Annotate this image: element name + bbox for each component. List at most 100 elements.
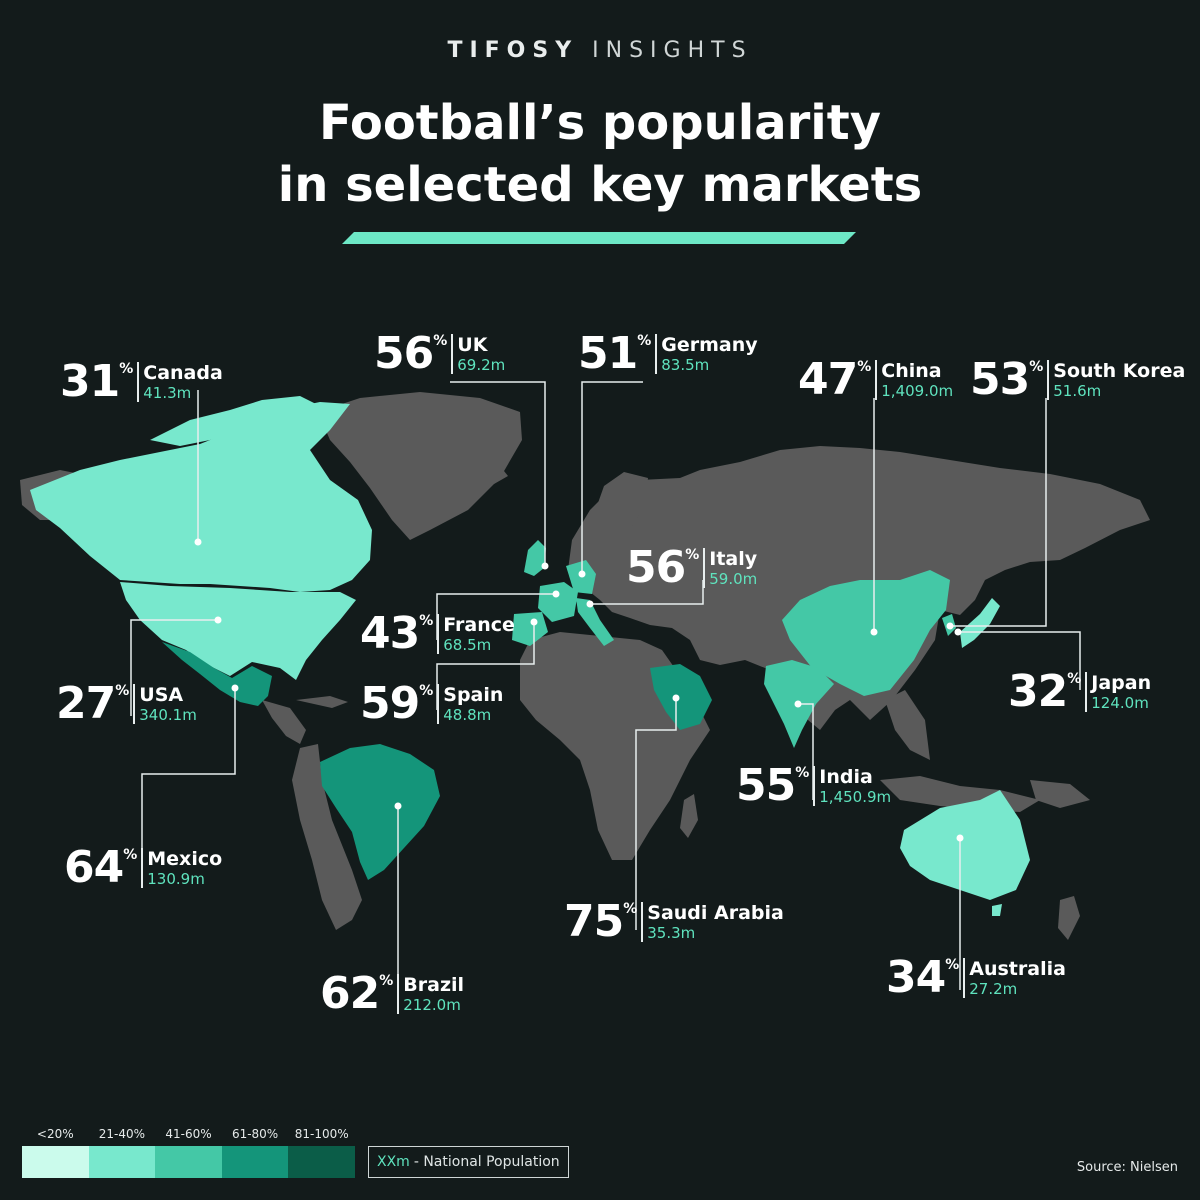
- page-title: Football’s popularity in selected key ma…: [0, 92, 1200, 216]
- source-note: Source: Nielsen: [1076, 1160, 1178, 1175]
- central-america-shape: [262, 700, 306, 744]
- new-guinea-shape: [1030, 780, 1090, 808]
- country-population: 1,450.9m: [819, 788, 892, 806]
- dot-usa: [214, 616, 222, 624]
- new-zealand-shape: [1058, 896, 1080, 940]
- leader-italy: [590, 580, 704, 605]
- uk-shape: [524, 540, 546, 576]
- country-name: Spain: [443, 684, 504, 706]
- leader-saudi-arabia: [635, 698, 677, 930]
- country-info: South Korea 51.6m: [1047, 360, 1185, 400]
- legend-color-scale: [22, 1146, 355, 1178]
- country-name: Brazil: [403, 974, 465, 996]
- country-population: 124.0m: [1091, 694, 1149, 712]
- percent-value: 51: [578, 328, 638, 379]
- legend-label-under-20: <20%: [36, 1127, 74, 1141]
- dot-japan: [954, 628, 962, 636]
- dot-france: [552, 590, 560, 598]
- leader-france: [436, 593, 556, 640]
- tasmania-shape: [992, 904, 1002, 916]
- brazil-shape: [320, 744, 440, 880]
- australia-shape: [900, 790, 1030, 900]
- country-info: Germany 83.5m: [655, 334, 758, 374]
- country-name: South Korea: [1053, 360, 1186, 382]
- country-name: Saudi Arabia: [647, 902, 784, 924]
- label-france: 43 % France 68.5m: [360, 610, 515, 658]
- saudi-arabia-shape: [650, 664, 712, 730]
- percent-value: 32: [1008, 666, 1068, 717]
- brand-logo: TIFOSY INSIGHTS: [0, 38, 1200, 63]
- percent-sign: %: [119, 361, 134, 377]
- legend-swatch-81-100: [288, 1146, 355, 1178]
- dot-brazil: [394, 802, 402, 810]
- label-canada: 31 % Canada 41.3m: [60, 358, 223, 406]
- brand-suffix: INSIGHTS: [592, 38, 753, 63]
- percent-sign: %: [623, 901, 638, 917]
- country-name: India: [819, 766, 873, 788]
- percent-sign: %: [857, 359, 872, 375]
- percent-sign: %: [433, 333, 448, 349]
- label-china: 47 % China 1,409.0m: [798, 356, 953, 404]
- title-line-2: in selected key markets: [277, 157, 923, 213]
- france-shape: [538, 582, 578, 622]
- dot-uk: [541, 562, 549, 570]
- legend-labels: <20% 21-40% 41-60% 61-80% 81-100%: [22, 1127, 355, 1141]
- leader-lines: [130, 381, 1081, 1008]
- dot-india: [794, 700, 802, 708]
- percent-value: 55: [736, 760, 796, 811]
- country-population: 68.5m: [443, 636, 492, 654]
- leader-germany: [581, 381, 643, 574]
- country-info: France 68.5m: [437, 614, 515, 654]
- legend-label-81-100: 81-100%: [294, 1127, 349, 1141]
- china-shape: [782, 570, 950, 696]
- legend-label-41-60: 41-60%: [165, 1127, 212, 1141]
- population-key-code: XXm: [377, 1154, 410, 1170]
- dot-italy: [586, 600, 594, 608]
- percent-sign: %: [123, 847, 138, 863]
- country-population: 340.1m: [139, 706, 197, 724]
- population-key-text: - National Population: [413, 1154, 560, 1170]
- country-info: India 1,450.9m: [813, 766, 891, 806]
- country-population: 35.3m: [647, 924, 696, 942]
- landmass-highlighted: [30, 396, 1030, 916]
- leader-spain: [436, 622, 535, 710]
- south-america-west-shape: [292, 744, 362, 930]
- country-info: Japan 124.0m: [1085, 672, 1151, 712]
- label-australia: 34 % Australia 27.2m: [886, 954, 1066, 1002]
- percent-value: 27: [56, 678, 116, 729]
- country-name: Italy: [709, 548, 758, 570]
- caribbean-shape: [296, 696, 348, 708]
- percent-sign: %: [945, 957, 960, 973]
- percent-value: 47: [798, 354, 858, 405]
- legend-label-21-40: 21-40%: [98, 1127, 146, 1141]
- percent-sign: %: [795, 765, 810, 781]
- usa-shape: [120, 582, 356, 680]
- country-name: USA: [139, 684, 184, 706]
- country-population: 1,409.0m: [881, 382, 954, 400]
- country-info: Mexico 130.9m: [141, 848, 222, 888]
- leader-uk: [450, 381, 546, 566]
- dot-australia: [956, 834, 964, 842]
- legend-swatch-41-60: [155, 1146, 222, 1178]
- label-uk: 56 % UK 69.2m: [374, 330, 505, 378]
- percent-sign: %: [1029, 359, 1044, 375]
- percent-value: 53: [970, 354, 1030, 405]
- dot-spain: [530, 618, 538, 626]
- dot-china: [870, 628, 878, 636]
- country-info: Canada 41.3m: [137, 362, 223, 402]
- madagascar-shape: [680, 794, 698, 838]
- country-info: UK 69.2m: [451, 334, 505, 374]
- country-info: Spain 48.8m: [437, 684, 503, 724]
- country-population: 212.0m: [403, 996, 461, 1014]
- country-name: China: [881, 360, 942, 382]
- country-population: 83.5m: [661, 356, 710, 374]
- country-name: Germany: [661, 334, 758, 356]
- country-population: 48.8m: [443, 706, 492, 724]
- percent-value: 56: [374, 328, 434, 379]
- label-saudi-arabia: 75 % Saudi Arabia 35.3m: [564, 898, 784, 946]
- percent-value: 64: [64, 842, 124, 893]
- leader-india: [798, 703, 814, 800]
- country-name: Australia: [969, 958, 1066, 980]
- percent-value: 59: [360, 678, 420, 729]
- legend-label-61-80: 61-80%: [231, 1127, 279, 1141]
